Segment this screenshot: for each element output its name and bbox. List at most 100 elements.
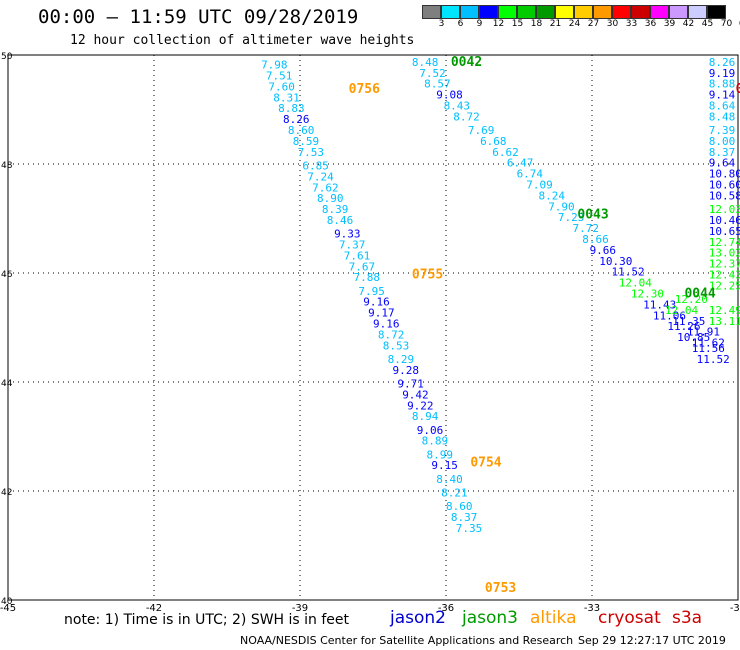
swh-value-jason2: 7.52	[419, 67, 446, 80]
pass-time-label: 0043	[577, 208, 608, 223]
swh-value-altika: 8.60	[446, 500, 473, 513]
swh-value-jason3: 8.48	[709, 110, 736, 123]
scale-swatch	[593, 5, 612, 19]
swh-value-altika: 9.33	[334, 228, 361, 241]
scale-label: 33	[625, 19, 638, 29]
credit-line: NOAA/NESDIS Center for Satellite Applica…	[240, 634, 574, 647]
scale-swatch	[650, 5, 669, 19]
swh-value-altika: 8.60	[288, 124, 315, 137]
swh-value-jason3: 12.43	[709, 268, 740, 281]
y-tick-label: 40	[1, 597, 13, 607]
swh-value-jason2: 9.08	[436, 89, 463, 102]
swh-value-jason3: 13.11	[709, 315, 740, 328]
swh-value-jason2: 7.23	[558, 211, 585, 224]
x-tick-label: -39	[292, 603, 308, 612]
swh-value-altika: 7.95	[358, 285, 385, 298]
scale-label: 45	[701, 19, 714, 29]
swh-value-jason3: 12.74	[709, 236, 740, 249]
swh-value-jason3: 10.46	[709, 214, 740, 227]
legend-cryosat: cryosat	[598, 608, 661, 628]
scale-label: 30	[606, 19, 619, 29]
swh-value-jason3: 12.37	[709, 258, 740, 271]
swh-value-altika: 8.53	[383, 339, 410, 352]
swh-value-altika: 8.89	[422, 435, 449, 448]
scale-swatch	[517, 5, 536, 19]
swh-value-jason3: 12.04	[665, 304, 698, 317]
swh-value-altika: 8.59	[293, 135, 320, 148]
scale-label: 27	[587, 19, 600, 29]
y-tick-label: 48	[1, 161, 13, 171]
swh-value-altika: 9.22	[407, 399, 434, 412]
swh-value-jason3: 9.19	[709, 67, 736, 80]
swh-value-altika: 8.31	[273, 91, 300, 104]
swh-value-altika: 8.29	[388, 353, 415, 366]
swh-value-altika: 7.24	[307, 170, 334, 183]
scale-swatch	[688, 5, 707, 19]
swh-value-jason2: 11.43	[643, 298, 676, 311]
swh-value-altika: 8.83	[278, 102, 305, 115]
swh-value-altika: 9.17	[368, 307, 395, 320]
scale-label: 42	[682, 19, 695, 29]
swh-value-jason3: 8.00	[709, 135, 736, 148]
swh-value-jason3: 11.62	[692, 337, 725, 350]
scale-label: 21	[549, 19, 562, 29]
swh-value-jason3: 8.88	[709, 78, 736, 91]
swh-value-jason3: 12.20	[675, 293, 708, 306]
swh-value-jason2: 8.72	[453, 110, 480, 123]
swh-value-jason3: 7.39	[709, 124, 736, 137]
swh-value-jason3: 10.58	[709, 189, 740, 202]
scale-swatch	[707, 5, 726, 19]
y-tick-label: 46	[1, 270, 13, 280]
swh-value-altika: 9.15	[431, 459, 458, 472]
swh-value-jason2: 8.57	[424, 78, 451, 91]
swh-value-altika: 7.53	[298, 146, 325, 159]
swh-value-altika: 8.94	[412, 410, 439, 423]
swh-value-jason3: 10.60	[709, 179, 740, 192]
y-tick-label: 50	[1, 52, 13, 62]
swh-value-jason2: 11.26	[667, 320, 700, 333]
swh-value-jason3: 11.91	[687, 326, 720, 339]
swh-value-altika: 8.39	[322, 203, 349, 216]
scale-label: 15	[511, 19, 524, 29]
color-scale-swatches	[422, 5, 740, 19]
scale-label: (ft)	[736, 19, 740, 29]
swh-value-jason2: 10.30	[599, 255, 632, 268]
scale-label: 39	[663, 19, 676, 29]
swh-value-altika: 8.90	[317, 192, 344, 205]
scale-label: 6	[457, 19, 464, 29]
swh-value-jason2: 9.66	[590, 244, 617, 257]
plot-frame	[7, 54, 739, 601]
swh-value-altika: 8.72	[378, 328, 405, 341]
swh-value-jason2: 10.85	[677, 331, 710, 344]
swh-value-altika: 9.16	[373, 318, 400, 331]
swh-value-altika: 9.42	[402, 388, 429, 401]
x-tick-label: -30	[730, 603, 740, 612]
scale-swatch	[536, 5, 555, 19]
swh-value-altika: 8.99	[427, 448, 454, 461]
swh-value-jason2: 7.72	[573, 222, 600, 235]
swh-value-jason3: 12.25	[709, 279, 740, 292]
legend-jason2: jason2	[390, 608, 446, 628]
swh-value-jason2: 7.90	[548, 200, 575, 213]
swh-value-altika: 9.06	[417, 424, 444, 437]
altimeter-plot: -45-42-39-36-33-304042444648508.487.528.…	[0, 52, 740, 612]
legend-s3a: s3a	[672, 608, 703, 628]
x-tick-label: -33	[584, 603, 600, 612]
swh-value-altika: 7.37	[339, 238, 366, 251]
chart-title: 00:00 – 11:59 UTC 09/28/2019	[38, 6, 359, 28]
swh-value-jason3: 8.26	[709, 56, 736, 69]
swh-value-altika: 6.85	[302, 159, 329, 172]
swh-value-altika: 8.21	[441, 486, 468, 499]
swh-value-jason2: 12.04	[619, 277, 652, 290]
swh-value-jason2: 11.52	[611, 266, 644, 279]
swh-value-jason3: 8.37	[709, 146, 736, 159]
swh-value-altika: 7.67	[349, 260, 376, 273]
swh-value-jason3: 8.64	[709, 100, 736, 113]
x-tick-label: -36	[438, 603, 454, 612]
swh-value-jason2: 8.43	[444, 100, 471, 113]
swh-value-altika: 9.28	[392, 364, 419, 377]
pass-time-label: 0755	[412, 267, 443, 282]
scale-label: 18	[530, 19, 543, 29]
swh-value-jason2: 11.56	[692, 342, 725, 355]
